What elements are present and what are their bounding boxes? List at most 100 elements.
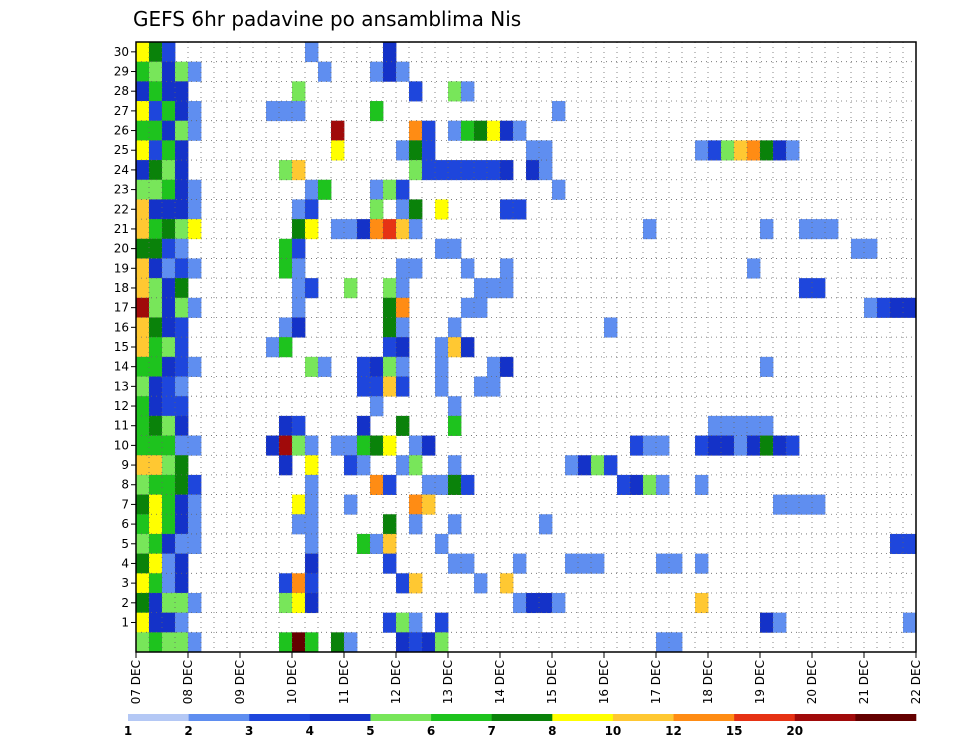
heatmap-cell: [448, 514, 462, 535]
heatmap-cell: [422, 435, 436, 456]
heatmap-cell: [383, 278, 397, 299]
heatmap-cell: [136, 297, 150, 318]
legend-label: 3: [245, 724, 253, 738]
heatmap-cell: [136, 140, 150, 161]
y-tick-label: 10: [114, 438, 129, 452]
heatmap-cell: [149, 61, 163, 82]
x-tick-label: 19 DEC: [753, 660, 767, 704]
heatmap-cell: [409, 435, 423, 456]
legend-label: 12: [665, 724, 682, 738]
heatmap-cell: [435, 533, 449, 555]
heatmap-cell: [149, 42, 163, 63]
heatmap-cell: [357, 435, 371, 456]
heatmap-cell: [162, 297, 176, 318]
heatmap-cell: [383, 42, 397, 63]
heatmap-cell: [175, 179, 189, 200]
heatmap-cell: [149, 278, 163, 299]
heatmap-cell: [149, 258, 163, 279]
heatmap-cell: [136, 61, 150, 82]
y-tick-label: 6: [121, 517, 129, 531]
heatmap-cell: [175, 376, 189, 397]
heatmap-cell: [409, 455, 423, 476]
heatmap-cell: [487, 160, 501, 181]
legend-label: 15: [726, 724, 743, 738]
heatmap-cell: [396, 140, 410, 161]
heatmap-cell: [500, 199, 514, 220]
y-tick-label: 13: [114, 379, 129, 393]
heatmap-cell: [162, 140, 176, 161]
heatmap-cell: [773, 435, 787, 456]
heatmap-cell: [292, 632, 306, 653]
heatmap-cell: [305, 199, 319, 220]
heatmap-cell: [864, 238, 878, 259]
heatmap-cell: [396, 297, 410, 318]
heatmap-cell: [149, 238, 163, 259]
y-tick-label: 2: [121, 596, 129, 610]
heatmap-cell: [383, 219, 397, 240]
heatmap-cell: [357, 455, 371, 476]
heatmap-cell: [162, 179, 176, 200]
heatmap-cell: [266, 101, 280, 122]
heatmap-cell: [500, 160, 514, 181]
heatmap-cell: [188, 199, 202, 220]
heatmap-cell: [396, 199, 410, 220]
heatmap-cell: [669, 553, 683, 574]
heatmap-cell: [149, 317, 163, 338]
legend-swatch: [249, 714, 311, 721]
heatmap-cell: [799, 494, 813, 515]
heatmap-cell: [292, 435, 306, 456]
heatmap-cell: [188, 494, 202, 515]
heatmap-cell: [162, 612, 176, 633]
heatmap-cell: [175, 514, 189, 535]
heatmap-cell: [695, 553, 709, 574]
x-tick-label: 15 DEC: [545, 660, 559, 704]
heatmap-cell: [760, 435, 774, 456]
heatmap-cell: [578, 553, 592, 574]
heatmap-cell: [435, 199, 449, 220]
heatmap-cell: [162, 42, 176, 63]
heatmap-cell: [292, 219, 306, 240]
legend-swatch: [128, 714, 189, 721]
heatmap-cell: [474, 160, 488, 181]
heatmap-cell: [695, 140, 709, 161]
x-tick-label: 20 DEC: [805, 660, 819, 704]
heatmap-cell: [305, 474, 319, 495]
heatmap-cell: [162, 533, 176, 555]
heatmap-cell: [760, 219, 774, 240]
legend-label: 6: [427, 724, 435, 738]
heatmap-cell: [136, 317, 150, 338]
heatmap-cell: [136, 376, 150, 397]
heatmap-cell: [552, 592, 566, 614]
heatmap-cell: [487, 278, 501, 299]
heatmap-cell: [370, 101, 384, 122]
heatmap-cell: [383, 337, 397, 358]
heatmap-cell: [383, 376, 397, 397]
legend-swatch: [309, 714, 371, 721]
heatmap-cell: [149, 592, 163, 614]
legend-swatch: [673, 714, 735, 721]
heatmap-cell: [448, 337, 462, 358]
heatmap-cell: [799, 278, 813, 299]
heatmap-cell: [344, 455, 358, 476]
heatmap-cell: [136, 101, 150, 122]
heatmap-cell: [149, 533, 163, 555]
heatmap-cell: [162, 238, 176, 259]
heatmap-cell: [136, 42, 150, 63]
legend-label: 20: [786, 724, 803, 738]
heatmap-cell: [175, 258, 189, 279]
legend-label: 1: [124, 724, 132, 738]
heatmap-cell: [461, 337, 475, 358]
heatmap-cell: [396, 356, 410, 377]
heatmap-cell: [526, 160, 540, 181]
heatmap-cell: [162, 160, 176, 181]
heatmap-cell: [136, 514, 150, 535]
heatmap-cell: [461, 120, 475, 141]
heatmap-cell: [149, 120, 163, 141]
heatmap-cell: [435, 160, 449, 181]
heatmap-cell: [422, 160, 436, 181]
heatmap-cell: [331, 140, 345, 161]
heatmap-cell: [162, 396, 176, 417]
heatmap-cell: [162, 219, 176, 240]
heatmap-cell: [903, 297, 917, 318]
